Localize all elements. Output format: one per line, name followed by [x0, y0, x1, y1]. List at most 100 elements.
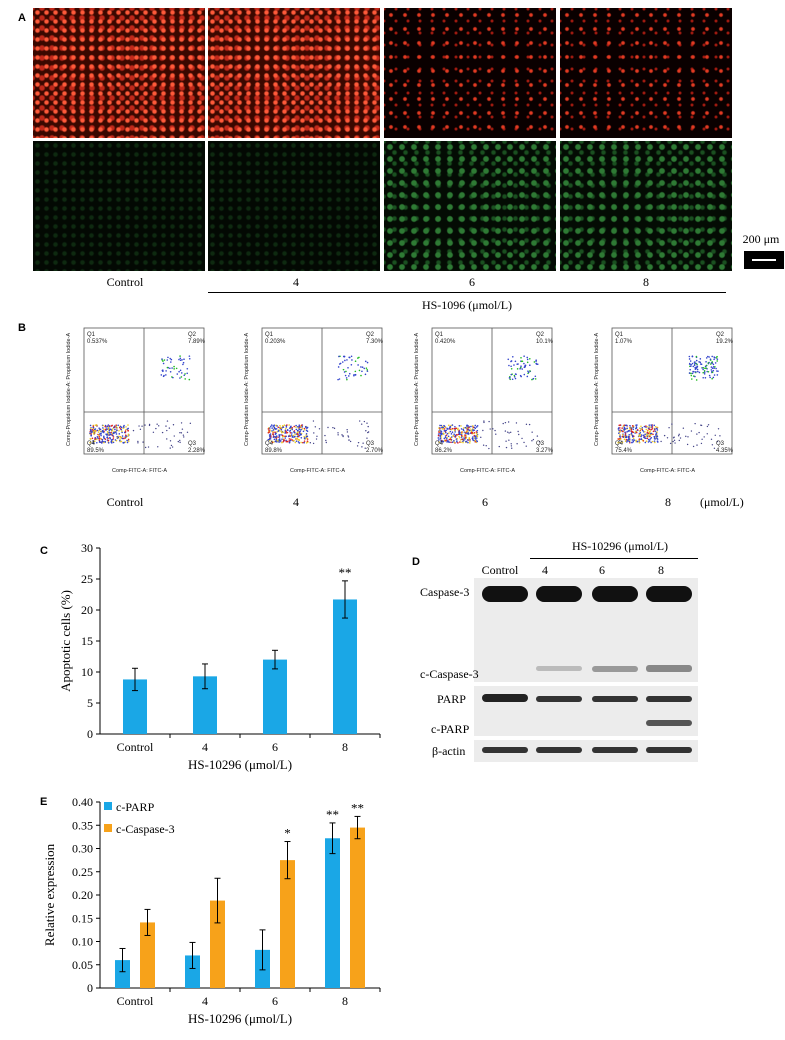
event-dot	[508, 432, 510, 434]
event-dot	[636, 428, 639, 431]
q1-value: 0.203%	[265, 339, 286, 345]
significance-mark: **	[326, 807, 339, 822]
event-dot	[509, 377, 511, 379]
flow-label-6: 6	[482, 495, 488, 509]
event-dot	[161, 358, 163, 360]
event-dot	[302, 441, 304, 444]
event-dot	[301, 427, 304, 430]
event-dot	[303, 427, 306, 430]
event-dot	[325, 439, 327, 442]
event-dot	[632, 428, 635, 431]
q4-value: 86.2%	[435, 448, 453, 454]
event-dot	[520, 365, 522, 367]
event-dot	[282, 431, 285, 434]
event-dot	[155, 427, 157, 430]
event-dot	[111, 429, 114, 432]
event-dot	[350, 355, 353, 358]
event-dot	[173, 365, 175, 368]
label-4: 4	[293, 275, 299, 289]
event-dot	[630, 428, 633, 431]
event-dot	[446, 432, 449, 435]
event-dot	[688, 363, 691, 365]
event-dot	[694, 366, 696, 369]
event-dot	[698, 361, 700, 363]
event-dot	[646, 437, 649, 440]
lane-6: 6	[599, 563, 605, 577]
event-dot	[94, 428, 97, 430]
event-dot	[639, 434, 641, 436]
event-dot	[96, 429, 99, 432]
event-dot	[327, 426, 329, 429]
event-dot	[698, 371, 701, 374]
event-dot	[482, 444, 485, 446]
event-dot	[650, 432, 652, 435]
event-dot	[273, 426, 276, 428]
event-dot	[138, 425, 140, 427]
event-dot	[655, 427, 658, 430]
event-dot	[711, 367, 714, 370]
event-dot	[111, 438, 114, 441]
event-dot	[94, 438, 96, 441]
band	[482, 694, 528, 702]
event-dot	[624, 434, 627, 437]
event-dot	[127, 438, 130, 441]
event-dot	[446, 436, 448, 439]
event-dot	[644, 430, 646, 433]
event-dot	[472, 425, 474, 427]
event-dot	[109, 432, 111, 434]
event-dot	[457, 442, 459, 444]
event-dot	[284, 437, 287, 439]
event-dot	[696, 365, 699, 368]
q3-label: Q3	[536, 441, 545, 447]
event-dot	[345, 377, 348, 379]
event-dot	[118, 433, 121, 435]
event-dot	[707, 362, 710, 364]
event-dot	[690, 430, 693, 432]
event-dot	[518, 433, 520, 436]
flow-unit: (μmol/L)	[700, 495, 744, 509]
event-dot	[105, 433, 107, 435]
event-dot	[272, 430, 274, 433]
event-dot	[175, 367, 178, 370]
event-dot	[475, 432, 478, 435]
event-dot	[285, 439, 287, 442]
event-dot	[171, 367, 173, 369]
event-dot	[449, 428, 451, 431]
event-dot	[523, 355, 525, 357]
x-tick-label: 6	[272, 740, 278, 754]
q4-label: Q4	[435, 441, 444, 447]
event-dot	[532, 378, 535, 380]
event-dot	[439, 435, 442, 438]
y-tick-label: 25	[81, 572, 93, 586]
event-dot	[438, 441, 440, 444]
event-dot	[463, 437, 465, 439]
event-dot	[114, 431, 117, 433]
event-dot	[102, 427, 104, 429]
event-dot	[450, 433, 453, 435]
flow-plot: Q1 0.203% Q2 7.30% Q4 89.8% Q3 2.70% Comp-FITC-A…	[240, 326, 390, 476]
event-dot	[472, 432, 475, 435]
event-dot	[706, 433, 708, 435]
event-dot	[513, 364, 515, 366]
event-dot	[300, 441, 302, 444]
event-dot	[624, 431, 626, 433]
event-dot	[622, 430, 624, 433]
event-dot	[448, 432, 450, 434]
event-dot	[276, 441, 278, 443]
event-dot	[107, 442, 110, 444]
event-dot	[365, 367, 368, 369]
event-dot	[312, 442, 315, 445]
event-dot	[347, 435, 349, 437]
event-dot	[716, 358, 719, 360]
event-dot	[526, 358, 529, 361]
event-dot	[472, 436, 474, 438]
event-dot	[169, 370, 172, 373]
event-dot	[94, 424, 97, 427]
event-dot	[449, 436, 452, 439]
event-dot	[305, 434, 308, 436]
event-dot	[278, 438, 281, 440]
event-dot	[644, 441, 647, 444]
event-dot	[127, 435, 130, 437]
band	[646, 665, 692, 672]
event-dot	[672, 440, 674, 443]
